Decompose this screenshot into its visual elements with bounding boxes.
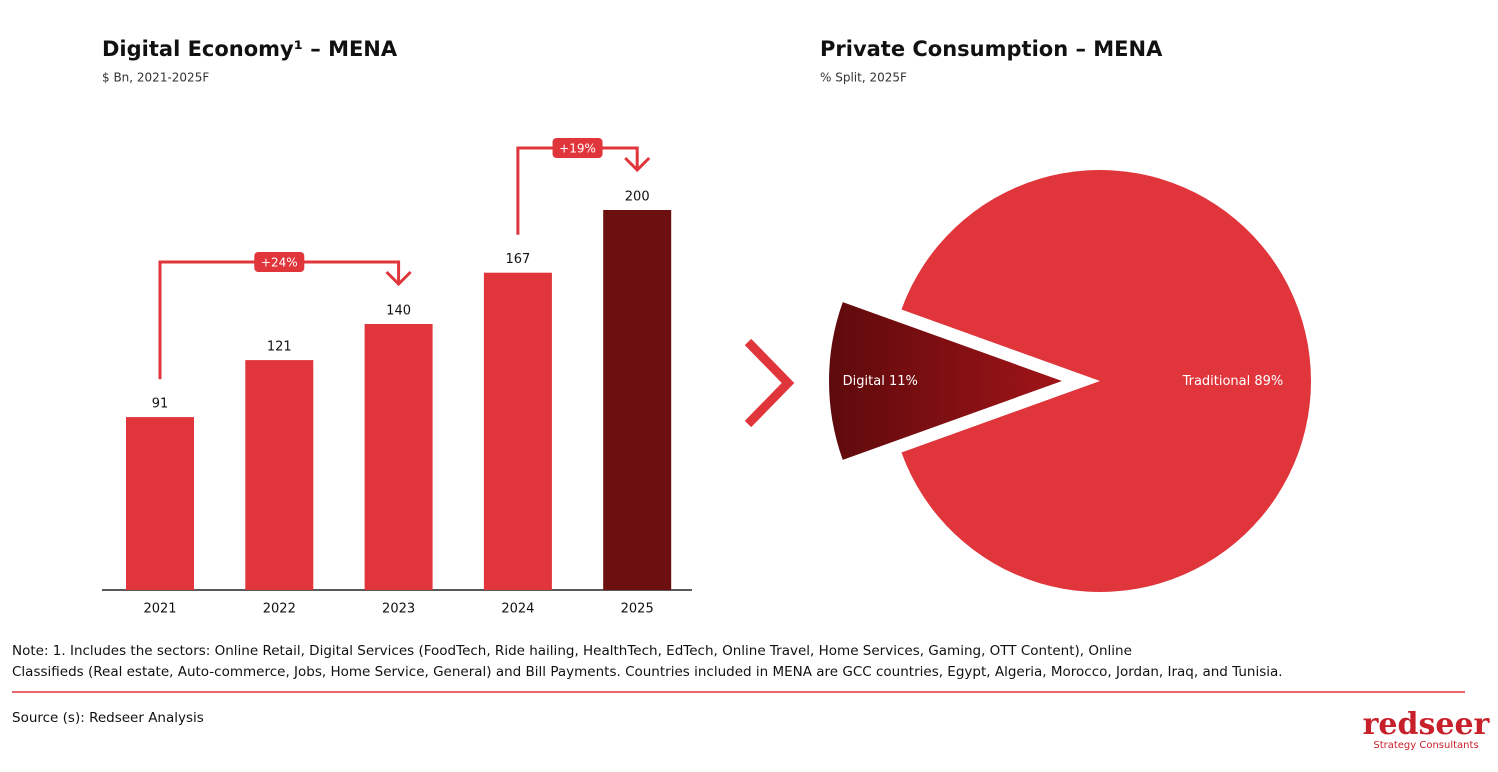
x-tick-label: 2021	[143, 602, 176, 617]
bar	[126, 417, 194, 590]
chart-subtitle: $ Bn, 2021-2025F	[102, 71, 209, 85]
bar	[364, 324, 433, 590]
data-label: 200	[625, 190, 650, 205]
chevron	[744, 338, 795, 428]
chart-title: Private Consumption – MENA	[820, 37, 1163, 61]
chart-subtitle: % Split, 2025F	[820, 71, 907, 85]
growth-badge	[552, 138, 603, 158]
logo: redseer	[1363, 707, 1491, 742]
x-tick-label: 2024	[501, 602, 534, 617]
bar	[483, 272, 552, 590]
slice-value: 89%	[1254, 374, 1283, 389]
growth-arrowhead	[624, 156, 651, 173]
slice-category: Traditional	[1182, 374, 1251, 389]
bar	[245, 360, 314, 590]
x-tick-label: 2022	[263, 602, 296, 617]
bar	[603, 210, 672, 590]
growth-label: +19%	[559, 142, 596, 156]
slice-category: Digital	[843, 374, 885, 389]
growth-arrowhead	[385, 270, 412, 287]
pie-slice	[901, 169, 1312, 592]
data-label: 140	[386, 304, 411, 319]
slice-value: 11%	[889, 374, 918, 389]
growth-badge	[254, 252, 305, 272]
x-tick-label: 2023	[382, 602, 415, 617]
source: Source (s): Redseer Analysis	[12, 710, 204, 726]
note: Classifieds (Real estate, Auto-commerce,…	[12, 664, 1283, 680]
pie-slice	[829, 302, 1062, 460]
note: Note: 1. Includes the sectors: Online Re…	[12, 643, 1132, 659]
data-label: 91	[152, 397, 169, 412]
x-tick-label: 2025	[621, 602, 654, 617]
growth-label: +24%	[261, 256, 298, 270]
chart-title: Digital Economy¹ – MENA	[102, 37, 398, 61]
data-label: 167	[505, 252, 530, 267]
logo-tagline: Strategy Consultants	[1373, 740, 1478, 751]
slice-label: Traditional 89%	[1182, 374, 1284, 389]
data-label: 121	[267, 340, 292, 355]
slice-label: Digital 11%	[843, 374, 918, 389]
